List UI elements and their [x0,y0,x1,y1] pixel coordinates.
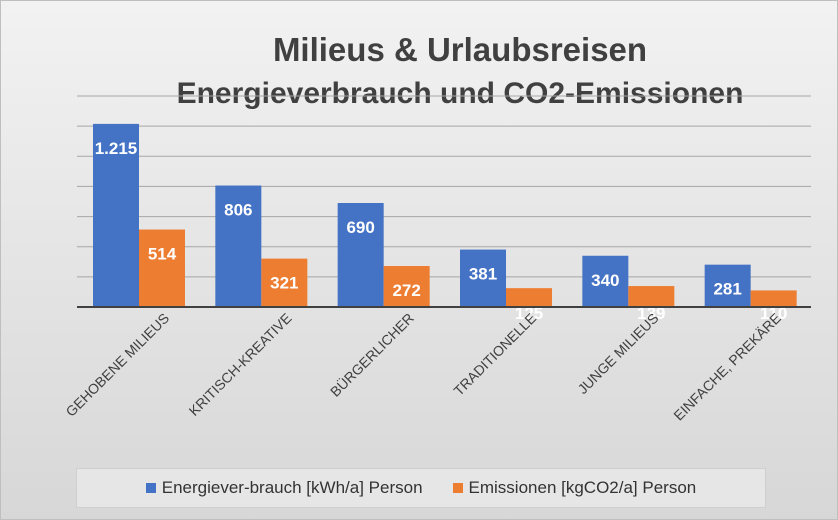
legend: Energiever-brauch [kWh/a] Person Emissio… [76,468,766,508]
category-label: TRADITIONELLE [450,310,539,399]
legend-swatch-emissions [452,483,463,493]
data-label-energy: 690 [346,218,374,237]
bar-emissions [506,288,552,307]
bar-energy [460,249,506,307]
data-label-emissions: 514 [148,245,177,264]
data-label-emissions: 110 [760,304,787,323]
bar-emissions [261,258,308,307]
legend-label-energy: Energiever-brauch [kWh/a] Person [161,478,423,497]
legend-item-emissions: Emissionen [kgCO2/a] Person [452,478,697,498]
data-label-emissions: 125 [515,304,543,323]
bar-emissions [750,290,797,307]
bar-emissions [628,286,675,307]
category-label: GEHOBENE MILIEUS [62,310,172,420]
data-label-emissions: 272 [392,281,420,300]
data-label-emissions: 139 [637,304,665,323]
bar-emissions [139,229,185,307]
category-label: EINFACHE, PREKÄRE [670,310,784,424]
bar-emissions [383,266,430,307]
chart-title: Milieus & Urlaubsreisen [272,31,648,68]
data-label-emissions: 321 [270,274,298,293]
category-label: JUNGE MILIEUS [574,310,661,397]
bar-energy [93,123,139,307]
chart-subtitle: Energieverbrauch und CO2-Emissionen [176,77,744,110]
category-label: KRITISCH-KREATIVE [186,310,295,419]
data-label-energy: 381 [469,265,497,284]
category-label: BÜRGERLICHER [326,309,417,400]
data-label-energy: 806 [224,201,252,220]
bar-energy [704,264,751,307]
bar-energy [215,185,262,307]
legend-swatch-energy [145,483,156,493]
bar-energy [337,203,384,307]
legend-label-emissions: Emissionen [kgCO2/a] Person [468,478,697,497]
data-label-energy: 281 [713,280,741,299]
data-label-energy: 1.215 [95,139,138,158]
legend-item-energy: Energiever-brauch [kWh/a] Person [145,478,423,498]
data-label-energy: 340 [591,271,619,290]
plot-area: 1.215 514 GEHOBENE MILIEUS 806 321 KRITISCH-K… [62,95,811,424]
bar-energy [582,255,629,307]
